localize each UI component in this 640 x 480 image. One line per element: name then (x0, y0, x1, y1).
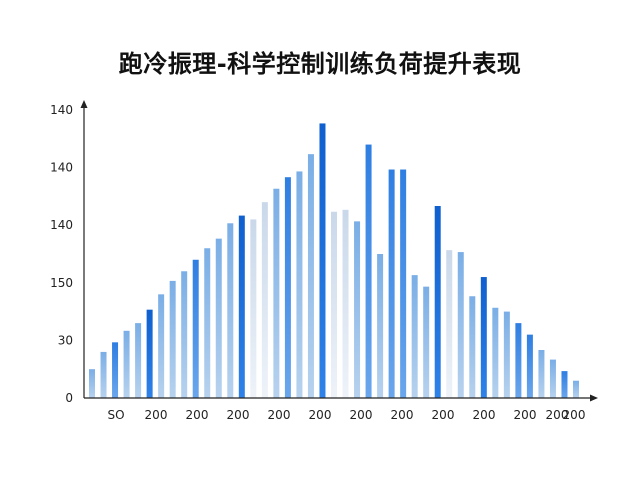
bar (492, 307, 499, 398)
bar (469, 296, 476, 398)
bar (181, 271, 188, 398)
x-axis-arrow-icon (590, 394, 598, 402)
y-axis-arrow-icon (80, 100, 88, 108)
bar (204, 248, 211, 398)
y-tick-label: 140 (50, 218, 73, 232)
x-tick-label: 200 (268, 408, 291, 422)
bar (227, 223, 234, 398)
x-tick-label: 200 (186, 408, 209, 422)
x-tick-label: 200 (563, 408, 586, 422)
bar (538, 350, 545, 398)
y-tick-label: 150 (50, 276, 73, 290)
bar (365, 144, 372, 398)
x-tick-label: 200 (391, 408, 414, 422)
bar (273, 188, 280, 398)
bar (100, 351, 107, 398)
bars-layer (89, 123, 579, 398)
bar (238, 215, 245, 398)
bar (215, 238, 222, 398)
bar (388, 169, 395, 398)
chart-title: 跑冷振理-科学控制训练负荷提升表现 (118, 50, 522, 78)
bar (354, 221, 361, 398)
x-tick-label: 200 (546, 408, 569, 422)
bar (89, 369, 95, 398)
y-tick-label: 30 (58, 333, 73, 347)
y-tick-label: 140 (50, 103, 73, 117)
bar (319, 123, 326, 398)
bar (434, 206, 441, 398)
bar (480, 277, 487, 398)
x-tick-label: SO (107, 408, 124, 422)
y-tick-label: 0 (65, 391, 73, 405)
x-tick-label: 200 (309, 408, 332, 422)
bar (307, 154, 314, 398)
bar (503, 311, 510, 398)
bar (261, 202, 268, 398)
bar (549, 359, 556, 398)
bar (123, 330, 130, 398)
bar (573, 380, 579, 398)
bar (342, 209, 349, 398)
bar (446, 250, 453, 398)
bar (146, 309, 153, 398)
bar (284, 177, 291, 398)
bar (135, 323, 142, 398)
bar (377, 254, 384, 398)
x-tick-label: 200 (473, 408, 496, 422)
bar (423, 286, 430, 398)
bar (112, 342, 119, 398)
bar (457, 252, 464, 398)
bar (561, 371, 568, 398)
bar (169, 280, 176, 398)
bar (411, 275, 418, 398)
x-tick-label: 200 (514, 408, 537, 422)
bar (526, 334, 533, 398)
x-tick-label: 200 (350, 408, 373, 422)
x-tick-label: 200 (432, 408, 455, 422)
bar (158, 294, 165, 398)
x-tick-label: 200 (145, 408, 168, 422)
y-tick-labels: 0 30 150 140 140 140 (50, 103, 73, 405)
bar (331, 211, 337, 398)
bar (515, 323, 522, 398)
x-tick-label: 200 (227, 408, 250, 422)
bar (296, 171, 303, 398)
bar (192, 259, 199, 398)
bar (400, 169, 407, 398)
y-tick-label: 140 (50, 161, 73, 175)
bar (250, 219, 257, 398)
